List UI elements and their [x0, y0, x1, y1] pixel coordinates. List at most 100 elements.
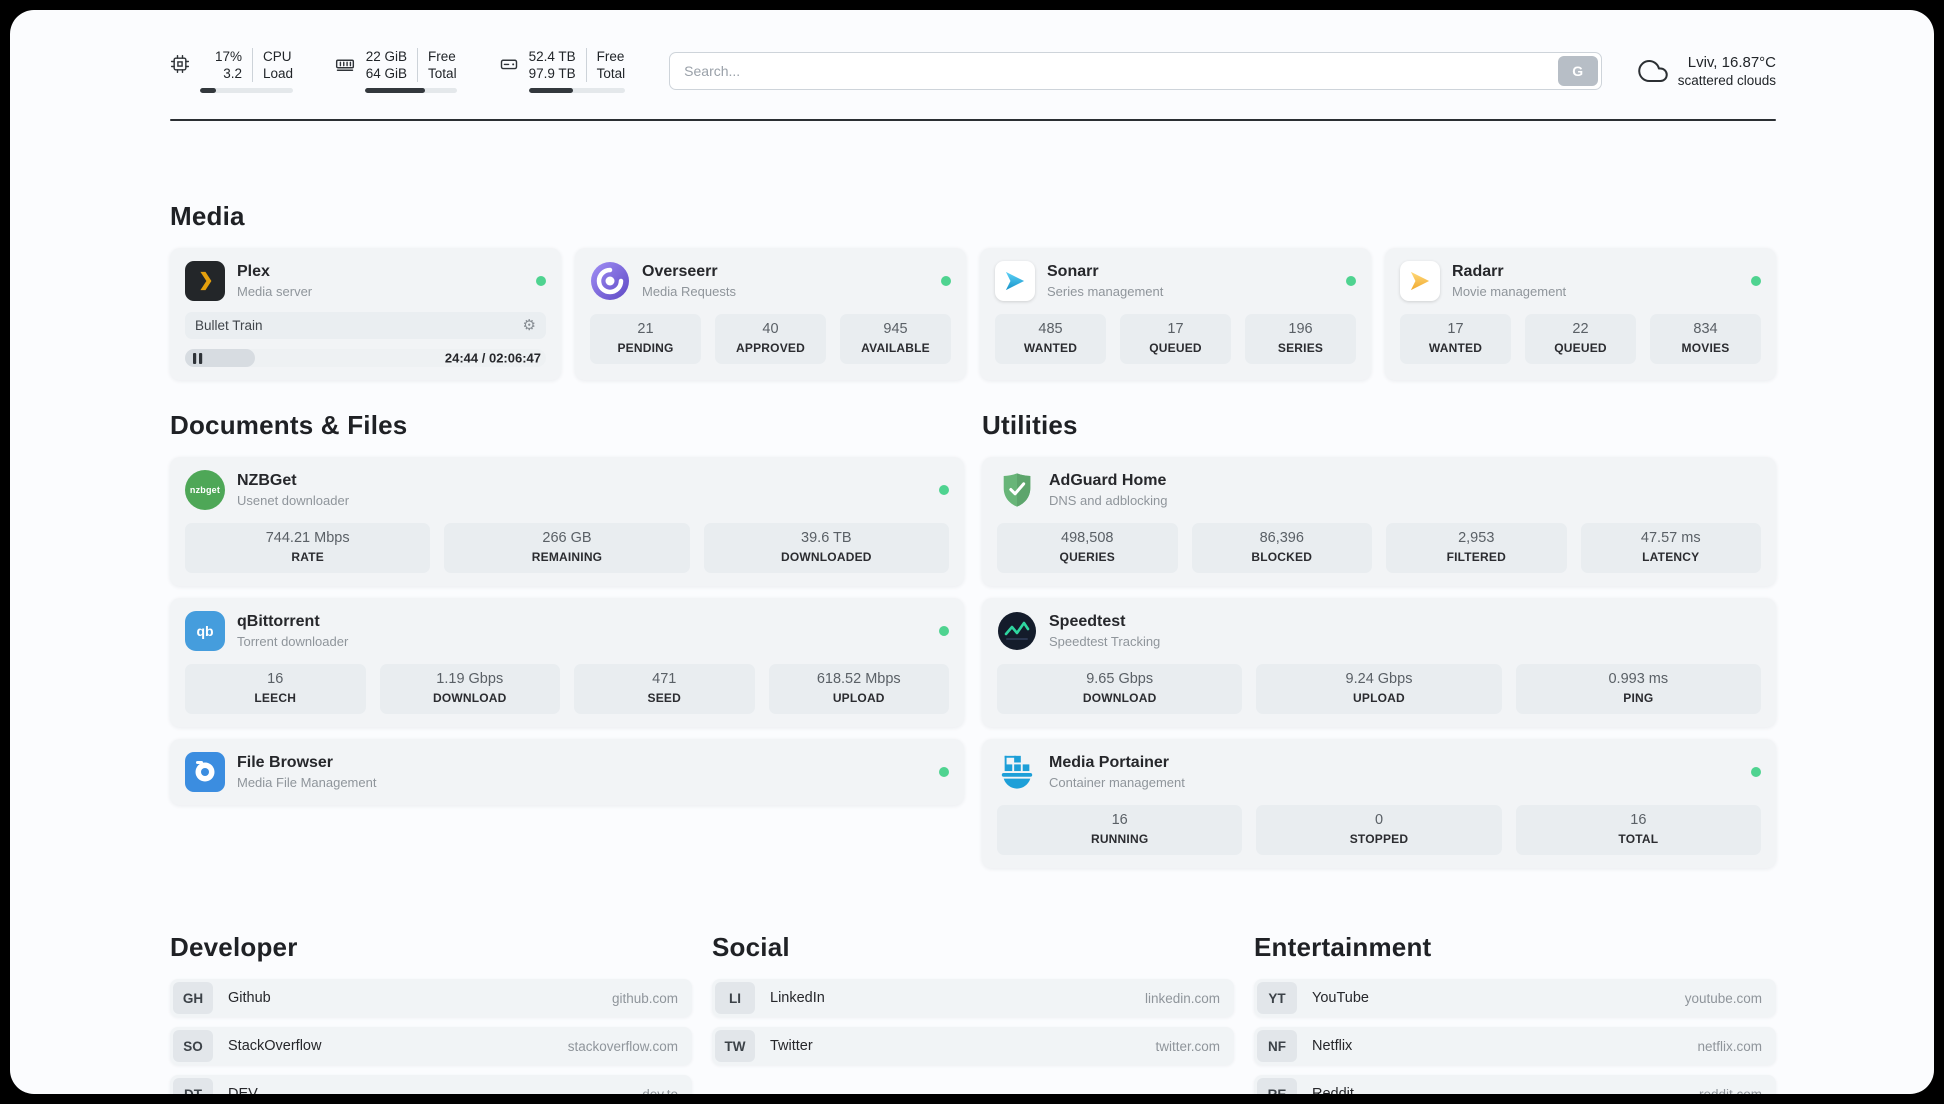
documents-cards: nzbget NZBGet Usenet downloader 744.21 M…: [170, 457, 964, 805]
stats-row: 21 PENDING 40 APPROVED 945 AVAILABLE: [590, 314, 951, 364]
media-section: Media Plex Media server Bullet Train ⚙: [170, 201, 1776, 380]
app-name: File Browser: [237, 754, 334, 771]
dashboard-window: 17% 3.2 CPU Load: [10, 10, 1934, 1094]
nzbget-card[interactable]: nzbget NZBGet Usenet downloader 744.21 M…: [170, 457, 964, 586]
ram-label-top: Free: [428, 49, 456, 64]
status-dot: [1751, 767, 1761, 777]
status-dot: [941, 276, 951, 286]
stat-label: UPLOAD: [1353, 691, 1405, 705]
link-youtube[interactable]: YT YouTube youtube.com: [1254, 979, 1776, 1017]
link-name: Reddit: [1312, 1086, 1354, 1094]
stat-label: PING: [1623, 691, 1654, 705]
stat-box: 40 APPROVED: [715, 314, 826, 364]
radarr-card[interactable]: Radarr Movie management 17 WANTED 22 QUE…: [1385, 248, 1776, 380]
stat-box: 16 LEECH: [185, 664, 366, 714]
middle-columns: Documents & Files nzbget NZBGet Usenet d…: [170, 410, 1776, 868]
developer-links: GH Github github.com SO StackOverflow st…: [170, 979, 692, 1094]
status-dot: [939, 626, 949, 636]
stat-label: SERIES: [1277, 341, 1324, 355]
stats-row: 498,508 QUERIES 86,396 BLOCKED 2,953 FIL…: [997, 523, 1761, 573]
filebrowser-icon[interactable]: [185, 752, 225, 792]
portainer-icon[interactable]: [997, 752, 1037, 792]
adguard-icon[interactable]: [997, 470, 1037, 510]
plex-icon[interactable]: [185, 261, 225, 301]
link-domain: twitter.com: [1155, 1038, 1220, 1054]
stat-value: 39.6 TB: [801, 530, 852, 546]
nzbget-icon-text: nzbget: [189, 485, 221, 495]
qbittorrent-card[interactable]: qb qBittorrent Torrent downloader 16 LEE…: [170, 598, 964, 727]
sonarr-card[interactable]: Sonarr Series management 485 WANTED 17 Q…: [980, 248, 1371, 380]
stat-box: 744.21 Mbps RATE: [185, 523, 431, 573]
stat-label: RUNNING: [1090, 832, 1149, 846]
ram-total-value: 64 GiB: [365, 66, 408, 81]
stat-box: 498,508 QUERIES: [997, 523, 1178, 573]
disk-label-top: Free: [596, 49, 625, 64]
status-dot: [1346, 276, 1356, 286]
stat-label: BLOCKED: [1251, 550, 1313, 564]
stat-value: 945: [883, 321, 908, 337]
stats-row: 16 RUNNING 0 STOPPED 16 TOTAL: [997, 805, 1761, 855]
link-linkedin[interactable]: LI LinkedIn linkedin.com: [712, 979, 1234, 1017]
sonarr-icon[interactable]: [995, 261, 1035, 301]
app-name: AdGuard Home: [1049, 472, 1167, 489]
card-header: nzbget NZBGet Usenet downloader: [185, 470, 949, 510]
cpu-label-top: CPU: [263, 49, 292, 64]
utilities-cards: AdGuard Home DNS and adblocking 498,508 …: [982, 457, 1776, 868]
filebrowser-card[interactable]: File Browser Media File Management: [170, 739, 964, 805]
plex-card[interactable]: Plex Media server Bullet Train ⚙ 24:44 /…: [170, 248, 561, 380]
stat-box: 17 WANTED: [1400, 314, 1511, 364]
playback-time: 24:44 / 02:06:47: [444, 350, 541, 366]
now-playing-bar: Bullet Train ⚙: [185, 312, 546, 339]
link-stackoverflow[interactable]: SO StackOverflow stackoverflow.com: [170, 1027, 692, 1065]
seek-track: [185, 349, 546, 367]
speedtest-icon[interactable]: [997, 611, 1037, 651]
speedtest-card[interactable]: Speedtest Speedtest Tracking 9.65 Gbps D…: [982, 598, 1776, 727]
card-header: Radarr Movie management: [1400, 261, 1761, 301]
overseerr-card[interactable]: Overseerr Media Requests 21 PENDING 40 A…: [575, 248, 966, 380]
nzbget-icon[interactable]: nzbget: [185, 470, 225, 510]
search-engine-button[interactable]: G: [1557, 55, 1598, 86]
stat-label: FILTERED: [1446, 550, 1506, 564]
link-domain: reddit.com: [1698, 1086, 1762, 1095]
link-dev[interactable]: DT DEV dev.to: [170, 1075, 692, 1094]
overseerr-icon[interactable]: [590, 261, 630, 301]
link-name: Twitter: [770, 1038, 813, 1054]
card-header: Sonarr Series management: [995, 261, 1356, 301]
stat-label: RATE: [291, 550, 324, 564]
github-icon: GH: [173, 982, 213, 1014]
header-divider: [170, 119, 1776, 121]
link-netflix[interactable]: NF Netflix netflix.com: [1254, 1027, 1776, 1065]
portainer-card[interactable]: Media Portainer Container management 16 …: [982, 739, 1776, 868]
radarr-icon[interactable]: [1400, 261, 1440, 301]
qbittorrent-icon[interactable]: qb: [185, 611, 225, 651]
pause-icon[interactable]: [193, 353, 203, 364]
stat-value: 22: [1572, 321, 1589, 337]
stats-row: 17 WANTED 22 QUEUED 834 MOVIES: [1400, 314, 1761, 364]
adguard-card[interactable]: AdGuard Home DNS and adblocking 498,508 …: [982, 457, 1776, 586]
search-input[interactable]: [669, 51, 1602, 90]
stat-value: 0.993 ms: [1608, 671, 1669, 687]
stat-label: MOVIES: [1681, 341, 1730, 355]
section-title-media: Media: [170, 201, 245, 231]
stat-box: 834 MOVIES: [1650, 314, 1761, 364]
card-header: Speedtest Speedtest Tracking: [997, 611, 1761, 651]
gear-icon[interactable]: ⚙: [522, 317, 536, 334]
app-name: Sonarr: [1047, 263, 1099, 280]
section-title-utilities: Utilities: [982, 410, 1078, 440]
link-github[interactable]: GH Github github.com: [170, 979, 692, 1017]
stat-box: 945 AVAILABLE: [840, 314, 951, 364]
stats-row: 744.21 Mbps RATE 266 GB REMAINING 39.6 T…: [185, 523, 949, 573]
stat-box: 0.993 ms PING: [1515, 664, 1761, 714]
netflix-icon: NF: [1257, 1030, 1297, 1062]
app-subtitle: Movie management: [1452, 284, 1567, 299]
stat-label: QUEUED: [1149, 341, 1202, 355]
utilities-section: Utilities AdGuard Home: [982, 410, 1776, 868]
stackoverflow-icon: SO: [173, 1030, 213, 1062]
weather-widget[interactable]: Lviv, 16.87°C scattered clouds: [1637, 54, 1776, 88]
stat-box: 618.52 Mbps UPLOAD: [768, 664, 949, 714]
link-twitter[interactable]: TW Twitter twitter.com: [712, 1027, 1234, 1065]
link-reddit[interactable]: RE Reddit reddit.com: [1254, 1075, 1776, 1094]
dev-icon: DT: [173, 1078, 213, 1094]
playback-seek-bar[interactable]: 24:44 / 02:06:47: [185, 349, 546, 367]
app-subtitle: Media File Management: [237, 775, 377, 790]
